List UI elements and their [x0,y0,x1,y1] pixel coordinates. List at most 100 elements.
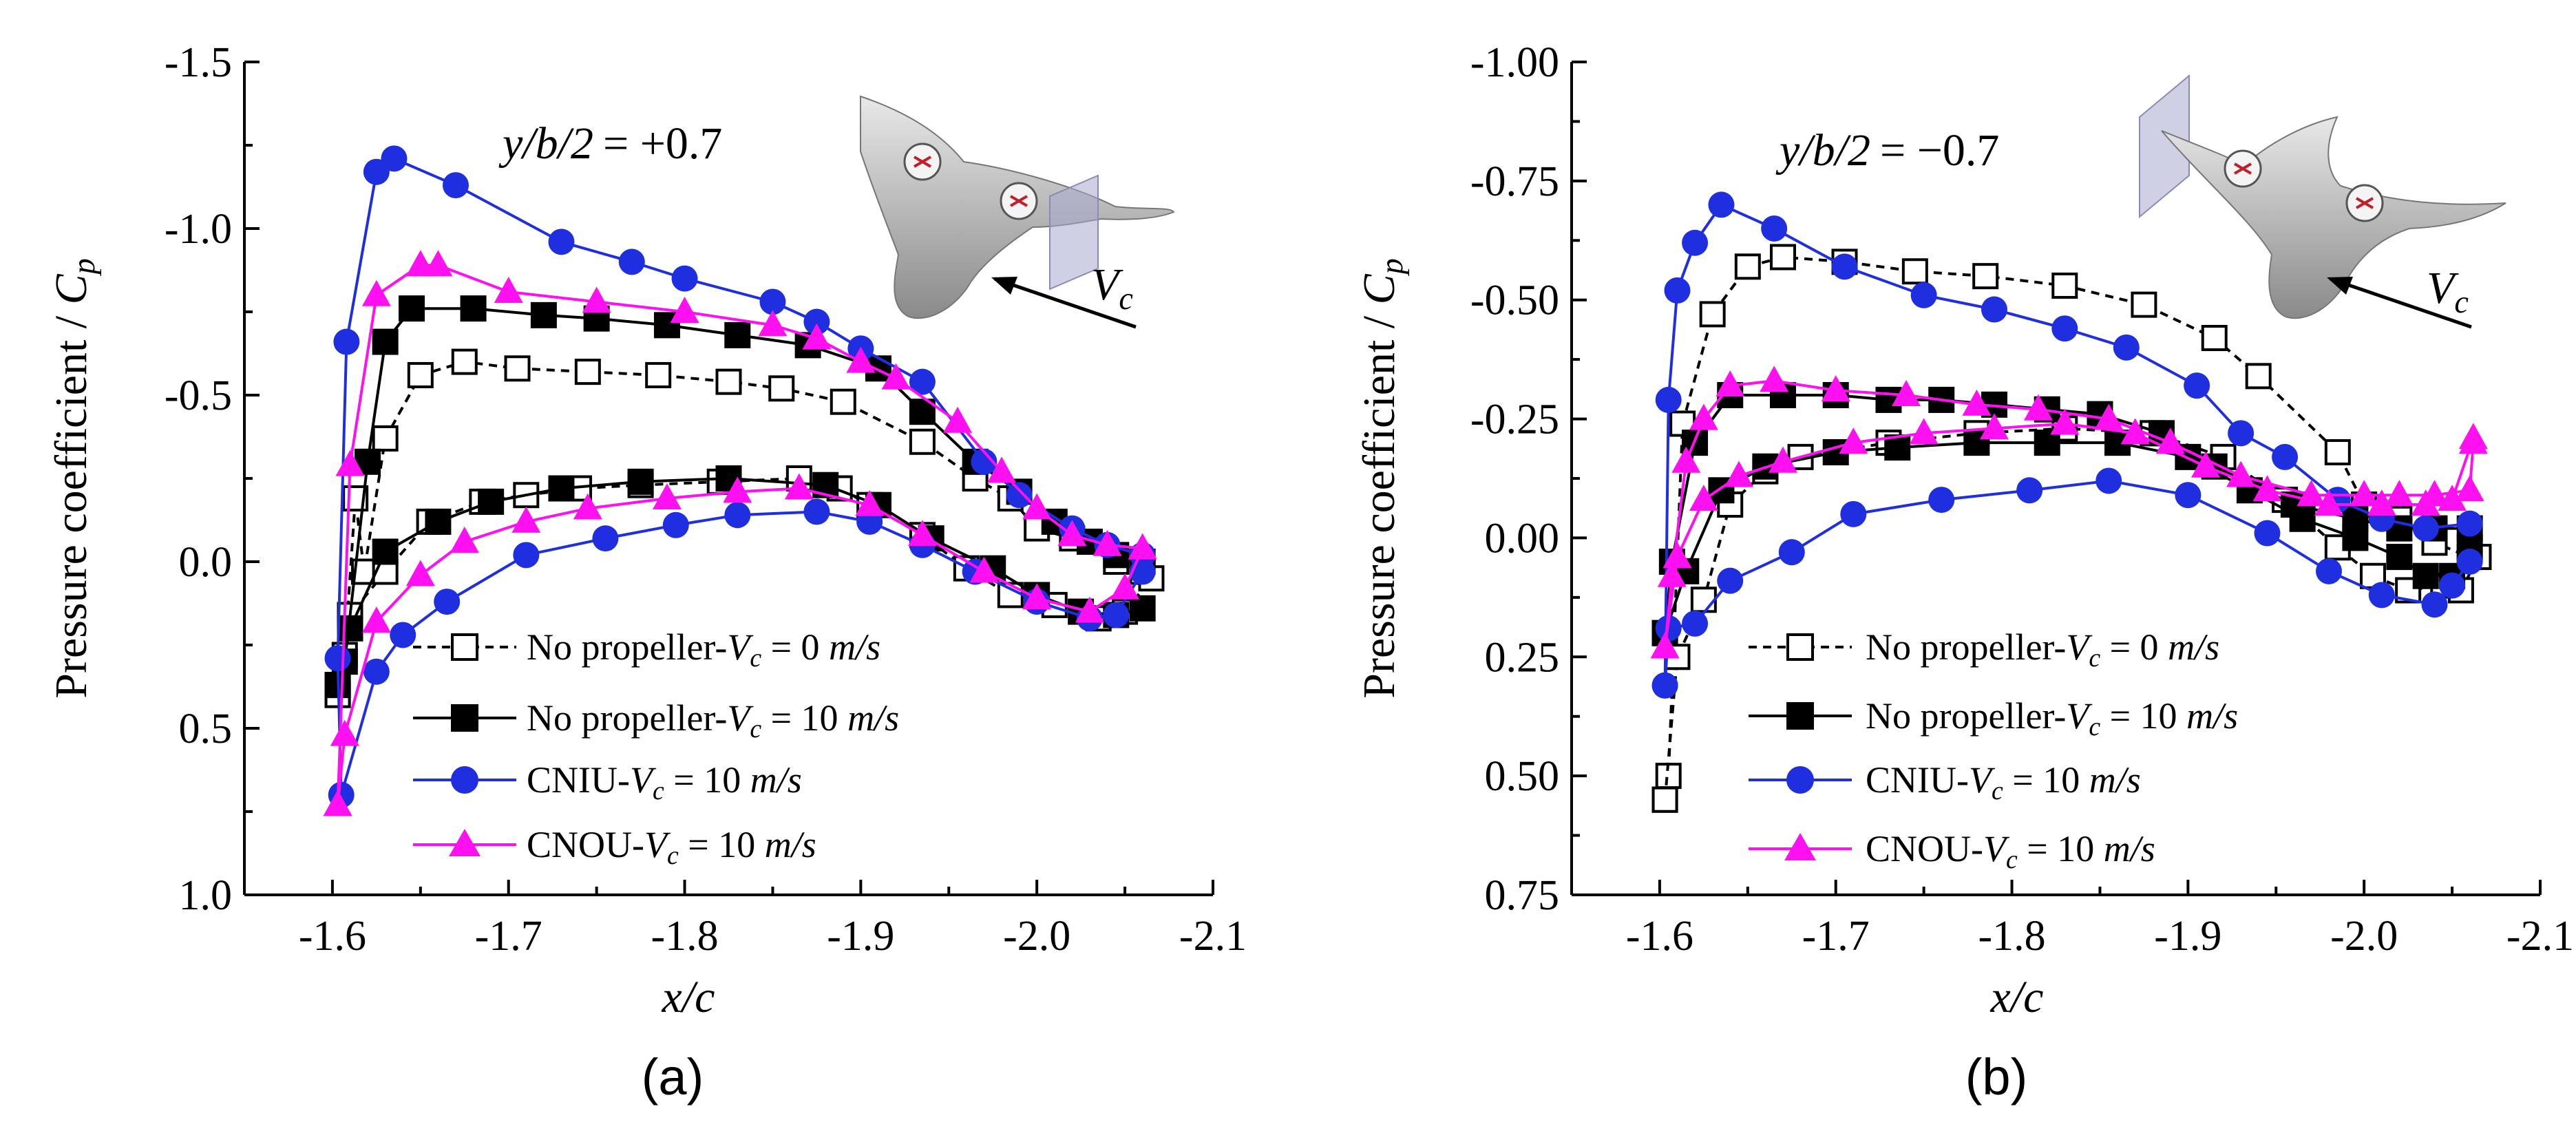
series-layer [323,145,1165,816]
series-2 [324,145,1156,808]
y-tick-label: 0.50 [1485,753,1560,800]
data-point [907,520,937,547]
series-3 [1650,366,2488,659]
data-point [971,448,997,475]
data-point [2289,505,2316,532]
data-point [407,361,434,388]
data-point [2272,443,2299,470]
data-point [645,361,672,388]
data-point [2050,408,2080,435]
legend-entry-0: No propeller-Vc = 0 m/s [413,626,880,673]
data-point [671,265,698,292]
data-point [881,363,911,390]
data-point [1901,258,1928,285]
y-ticks: -1.00 -0.75 -0.50 -0.25 0.00 0.25 0.50 0.75 [1470,39,1587,919]
data-point [2458,423,2488,450]
x-tick-label: -2.1 [1179,913,1247,960]
x-tick-label: -1.8 [1978,913,2045,960]
x-tick-label: -1.6 [1626,913,1693,960]
x-tick-label: -2.0 [1003,913,1070,960]
data-point [450,526,479,553]
data-point [2094,403,2124,430]
svg-text:CNOU-Vc = 10 m/s: CNOU-Vc = 10 m/s [1866,828,2155,874]
svg-text:No propeller-Vc = 10 m/s: No propeller-Vc = 10 m/s [1866,695,2238,741]
legend-entry-2: CNIU-Vc = 10 m/s [413,759,802,805]
data-point [1662,542,1692,569]
data-point [548,475,575,502]
data-point [1768,446,1797,473]
data-point [363,658,390,685]
y-ticks: -1.5 -1.0 -0.5 0.0 0.5 1.0 [165,39,260,919]
data-point [361,279,391,306]
data-point [2095,467,2122,494]
data-point [1979,413,2009,440]
x-tick-label: -1.8 [651,913,718,960]
data-point [460,295,487,322]
data-point [2051,315,2078,342]
data-point [1715,370,1745,397]
data-point [2439,572,2466,599]
data-point [768,375,795,402]
y-tick-label: 1.0 [179,872,233,919]
x-tick-label: -2.1 [2506,913,2574,960]
data-point [2368,582,2395,609]
y-tick-label: -0.75 [1470,158,1559,205]
data-point [333,328,360,355]
data-point [943,406,973,433]
data-point [1657,560,1687,587]
data-point [997,582,1024,609]
data-point [2131,291,2157,318]
data-point [2350,480,2379,507]
data-point [390,622,416,648]
location-annotation: y/b/2 = +0.7 [498,118,722,169]
x-ticks: -1.6 -1.7 -1.8 -1.9 -2.0 -2.1 [299,880,1247,960]
y-axis-title: Pressure coefficient / Cp [1354,258,1409,699]
x-axis-title: x/c [1990,972,2044,1022]
data-point [724,321,751,348]
data-point [451,348,478,375]
data-point [324,645,351,672]
data-point [2367,489,2396,516]
series-2 [1651,191,2483,699]
data-point [1129,595,1156,622]
data-point [1708,191,1735,218]
data-point [1651,672,1678,699]
aircraft-inset-icon: Vc [2139,74,2506,329]
data-point [803,498,830,525]
data-point [573,493,602,520]
data-point [1022,493,1052,520]
data-point [592,525,619,552]
data-point [1103,602,1130,628]
data-point [1006,482,1033,509]
data-point [2342,525,2369,551]
data-point [1128,533,1157,560]
data-point [423,250,453,277]
y-tick-label: -0.25 [1470,396,1559,443]
data-point [715,368,742,395]
data-point [2228,420,2255,447]
series-layer [1650,191,2492,813]
data-point [802,323,832,350]
svg-text:No propeller-Vc = 0 m/s: No propeller-Vc = 0 m/s [1866,626,2219,673]
data-point [1664,277,1691,304]
data-point [335,450,365,476]
x-tick-label: -2.0 [2330,913,2398,960]
data-point [1690,586,1717,613]
data-point [2421,591,2448,618]
data-point [2386,544,2413,571]
y-tick-label: -1.5 [165,39,232,86]
data-point [627,468,654,495]
data-point [2190,451,2220,478]
data-point [2456,510,2483,537]
data-point [1910,282,1937,308]
data-point [372,328,399,355]
data-point [1057,520,1087,547]
data-point [337,615,363,642]
data-point [2324,438,2351,465]
data-point [1761,215,1788,242]
data-point [2455,475,2484,502]
y-tick-label: 0.00 [1485,515,1560,562]
data-point [1689,485,1718,511]
data-point [670,297,699,323]
data-point [1972,263,1999,290]
